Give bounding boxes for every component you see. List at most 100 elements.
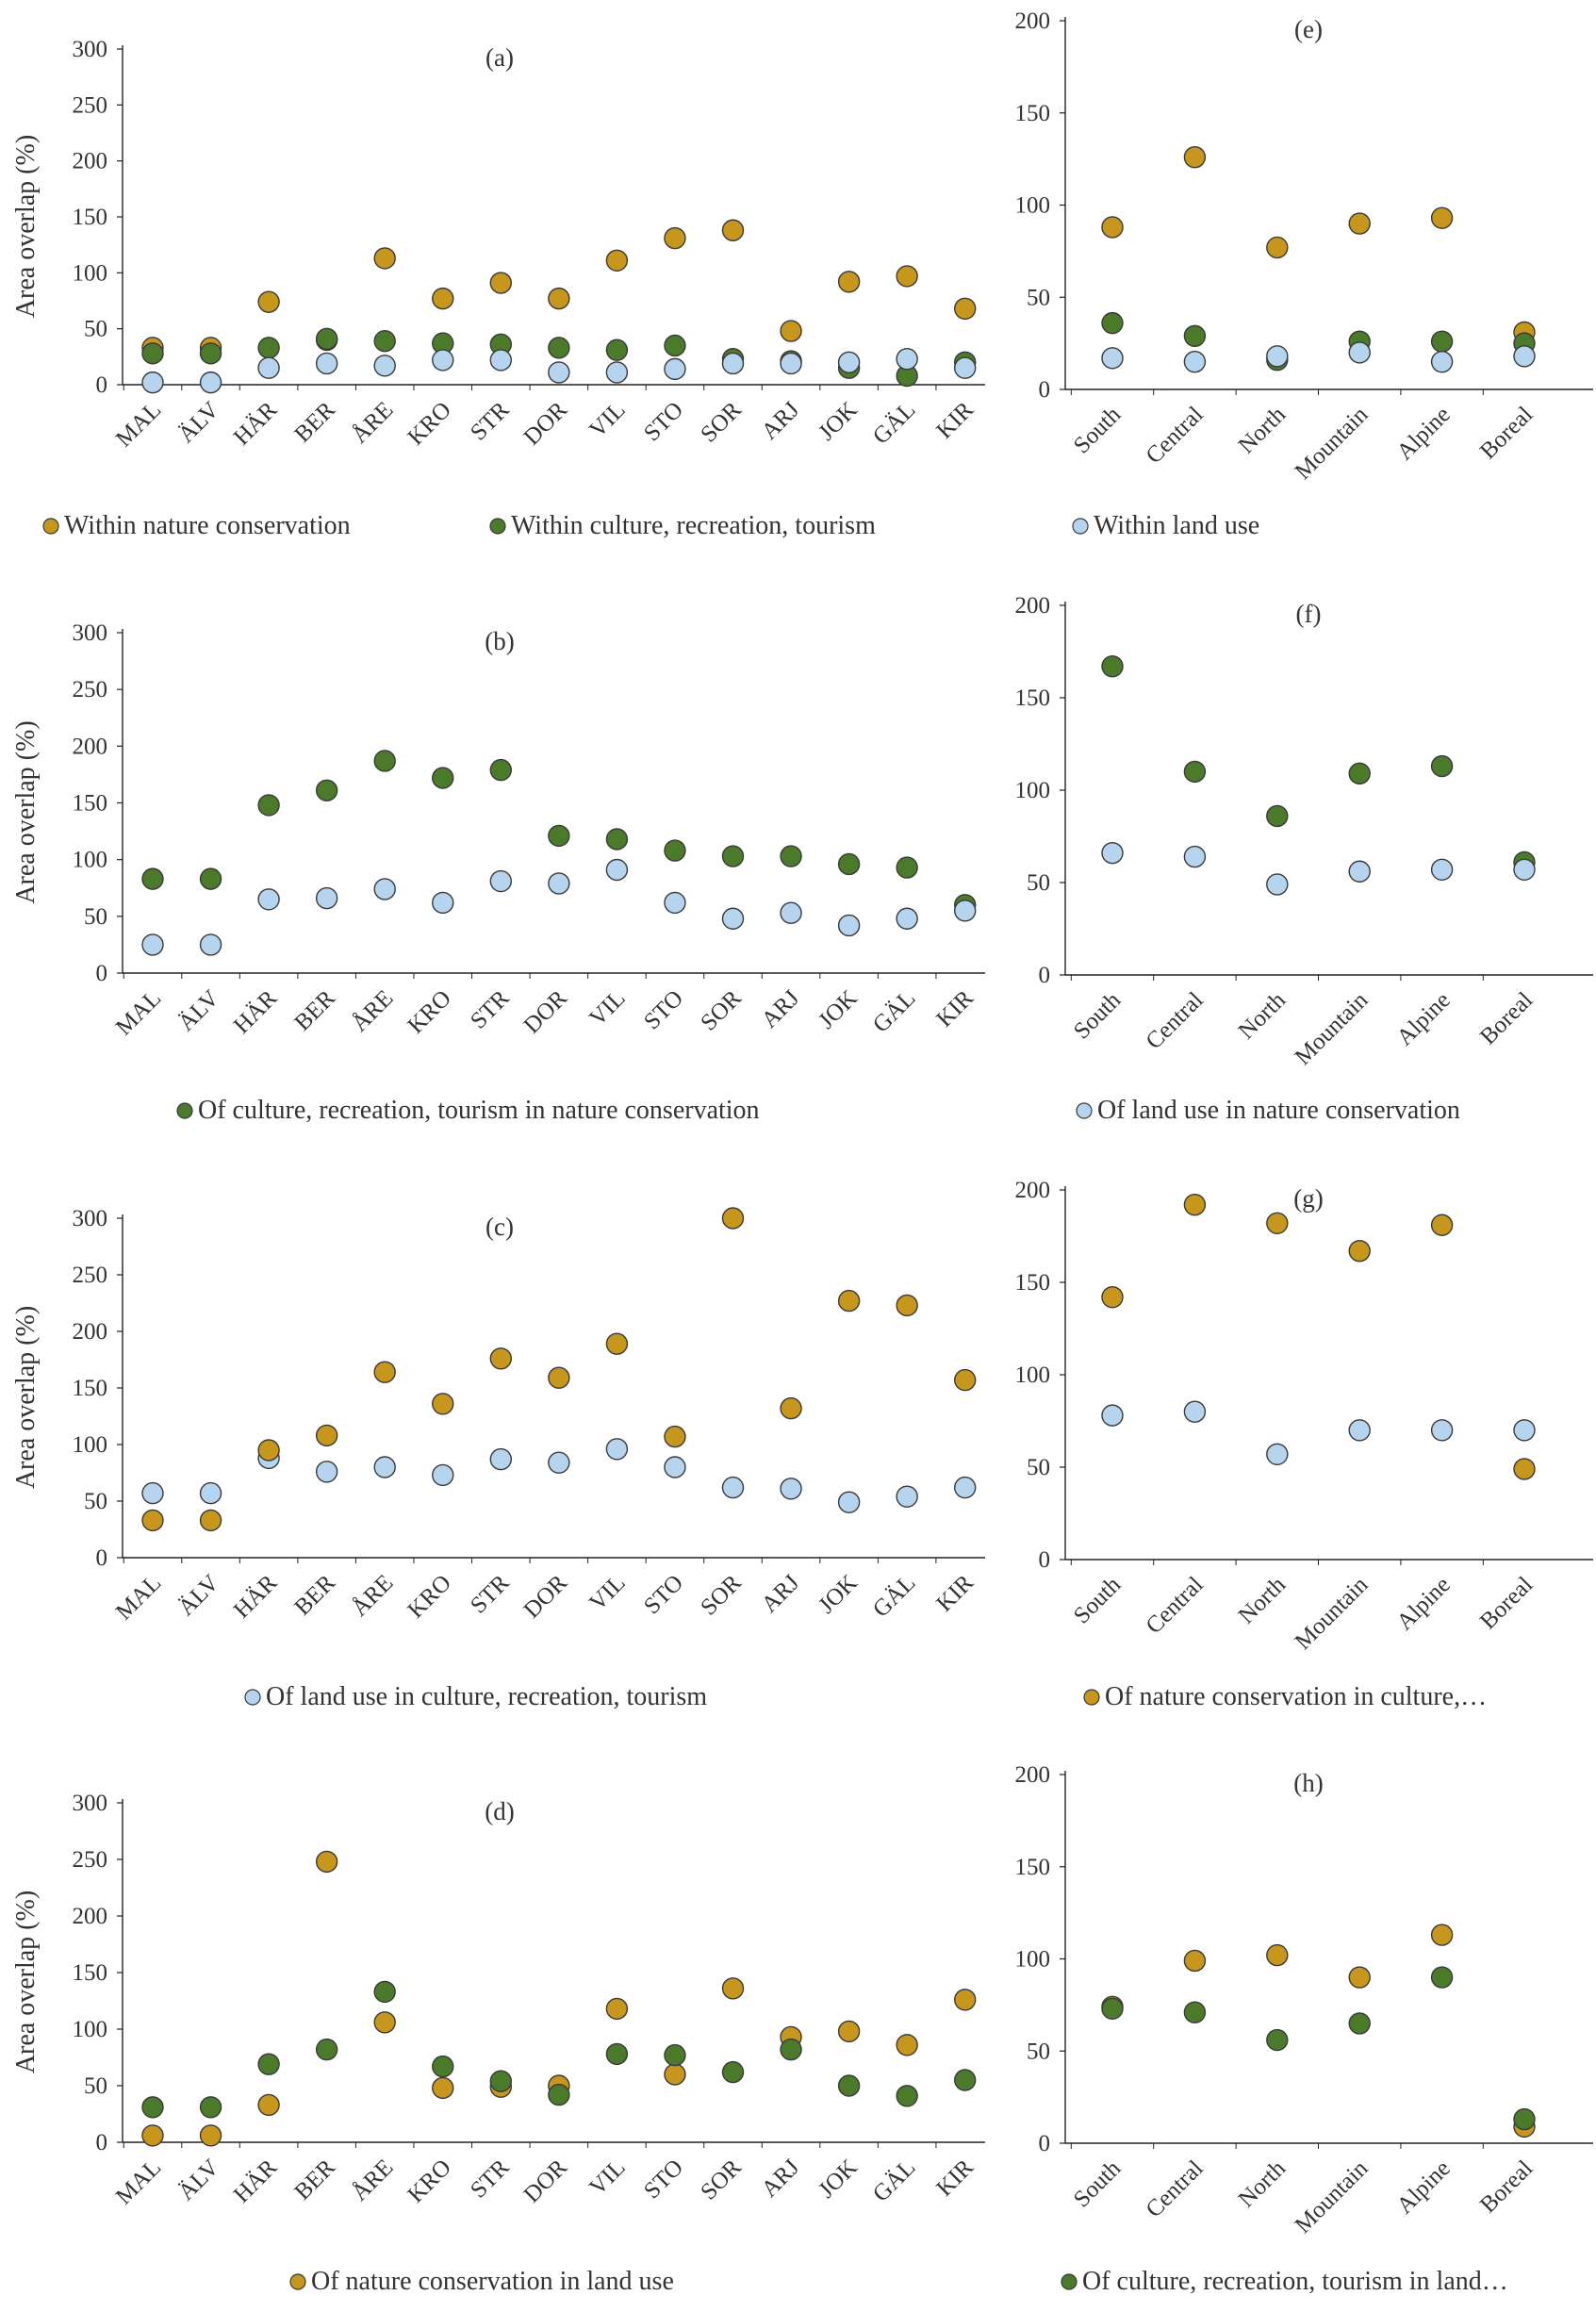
data-point-b-culture xyxy=(257,794,280,817)
data-point-c-nature xyxy=(141,1509,164,1532)
y-tick-label: 100 xyxy=(1015,1947,1051,1973)
data-point-a-landuse xyxy=(721,352,745,375)
y-tick-label: 50 xyxy=(84,1489,107,1514)
data-point-b-landuse xyxy=(548,872,570,895)
data-point-d-culture xyxy=(605,2042,629,2066)
x-tick-label: KRO xyxy=(403,2155,456,2207)
chart-panel-e: 0 50 100 150 200 (e) South Central North Mountain… xyxy=(1015,8,1593,485)
data-point-d-culture xyxy=(954,2069,977,2091)
data-point-d-nature xyxy=(896,2034,918,2056)
panel-label: (b) xyxy=(485,627,514,655)
data-point-a-landuse xyxy=(896,348,918,371)
data-point-b-culture xyxy=(837,852,861,876)
y-tick-label: 50 xyxy=(84,904,107,930)
data-point-d-culture xyxy=(373,1980,396,2004)
data-point-b-landuse xyxy=(721,907,745,930)
y-tick-label: 200 xyxy=(1015,8,1051,34)
y-tick-label: 150 xyxy=(73,1376,108,1401)
y-tick-label: 250 xyxy=(73,1263,108,1288)
y-axis-title: Area overlap (%) xyxy=(11,135,41,318)
data-point-f-culture xyxy=(1101,654,1124,678)
panel-label: (c) xyxy=(485,1213,514,1241)
data-point-h-culture xyxy=(1513,2107,1536,2131)
x-tick-label: GÄL xyxy=(868,985,920,1037)
y-tick-label: 50 xyxy=(84,317,107,342)
x-tick-label: Alpine xyxy=(1392,1572,1456,1635)
x-tick-label: HÄR xyxy=(229,1570,283,1624)
y-tick-label: 300 xyxy=(73,1791,108,1816)
x-tick-label: Central xyxy=(1142,2155,1209,2222)
y-tick-label: 150 xyxy=(73,791,108,817)
x-tick-label: Alpine xyxy=(1392,987,1456,1050)
data-point-f-culture xyxy=(1348,762,1371,785)
legend-marker-landuse xyxy=(1072,518,1089,535)
data-point-a-landuse xyxy=(257,356,280,379)
data-point-c-nature xyxy=(721,1207,745,1230)
data-point-d-culture xyxy=(780,2038,802,2061)
data-point-d-nature xyxy=(141,2124,164,2147)
data-point-d-culture xyxy=(548,2083,570,2106)
x-tick-label: Boreal xyxy=(1475,987,1538,1049)
data-point-e-landuse xyxy=(1101,347,1124,370)
legend-marker-culture xyxy=(489,518,506,535)
data-point-e-landuse xyxy=(1266,345,1289,368)
y-tick-label: 250 xyxy=(73,677,108,702)
x-tick-label: DOR xyxy=(519,985,573,1039)
data-point-f-landuse xyxy=(1183,845,1207,868)
y-tick-label: 100 xyxy=(73,848,108,873)
y-tick-label: 150 xyxy=(1015,1270,1051,1296)
x-tick-label: STR xyxy=(466,985,515,1034)
chart-panel-d: 0 50 100 150 200 250 300 Area overlap (%) (d) MAL… xyxy=(11,1791,985,2210)
data-point-c-nature xyxy=(954,1368,977,1392)
x-tick-label: STO xyxy=(639,397,688,446)
legend-marker-nature xyxy=(42,518,59,535)
data-point-f-landuse xyxy=(1348,860,1371,883)
data-point-e-nature xyxy=(1183,145,1207,169)
data-point-c-landuse xyxy=(896,1485,918,1508)
x-tick-label: ÅRE xyxy=(347,2155,398,2205)
data-point-e-landuse xyxy=(1513,345,1536,368)
data-point-e-landuse xyxy=(1430,350,1454,373)
x-tick-label: KIR xyxy=(931,397,979,444)
y-tick-label: 100 xyxy=(73,1432,108,1458)
x-tick-label: DOR xyxy=(519,397,573,451)
x-tick-label: KIR xyxy=(931,2155,979,2202)
x-tick-label: South xyxy=(1069,1572,1127,1629)
x-tick-label: Mountain xyxy=(1291,402,1374,485)
data-point-a-nature xyxy=(373,247,396,270)
data-point-a-landuse xyxy=(373,355,396,377)
data-point-g-nature xyxy=(1101,1285,1124,1309)
data-point-c-nature xyxy=(373,1361,396,1383)
data-point-b-culture xyxy=(548,824,570,848)
legend-label: Of land use in nature conservation xyxy=(1097,1096,1460,1125)
panel-label: (d) xyxy=(485,1797,514,1825)
data-point-c-landuse xyxy=(432,1463,454,1487)
x-tick-label: North xyxy=(1234,1572,1292,1629)
data-point-b-culture xyxy=(199,867,222,890)
y-axis-title: Area overlap (%) xyxy=(11,1306,41,1489)
data-point-g-nature xyxy=(1430,1214,1454,1236)
data-point-h-culture xyxy=(1183,2001,1207,2023)
data-point-d-culture xyxy=(199,2096,222,2119)
data-point-g-landuse xyxy=(1266,1443,1289,1465)
legend-marker-culture xyxy=(1061,2273,1078,2290)
data-point-a-culture xyxy=(373,330,396,353)
y-tick-label: 150 xyxy=(1015,1855,1051,1880)
data-point-h-culture xyxy=(1348,2012,1371,2035)
x-tick-label: MAL xyxy=(111,985,166,1040)
legend-label: Of nature conservation in land use xyxy=(311,2267,674,2296)
data-point-g-landuse xyxy=(1513,1419,1536,1442)
x-tick-label: South xyxy=(1069,402,1127,459)
data-point-d-nature xyxy=(721,1977,745,2000)
y-tick-label: 200 xyxy=(73,734,108,759)
x-tick-label: KRO xyxy=(403,985,456,1038)
legend-row-3: Of nature conservation in land use Of cul… xyxy=(289,2267,1508,2296)
x-tick-label: Central xyxy=(1142,987,1209,1054)
y-tick-label: 0 xyxy=(1039,2131,1051,2156)
x-tick-label: Alpine xyxy=(1392,402,1456,465)
data-point-d-culture xyxy=(315,2038,338,2061)
legend-row-1: Of culture, recreation, tourism in natur… xyxy=(176,1096,1460,1125)
x-tick-label: BER xyxy=(289,2155,340,2205)
data-point-h-culture xyxy=(1101,1997,1124,2020)
data-point-c-landuse xyxy=(664,1456,686,1478)
